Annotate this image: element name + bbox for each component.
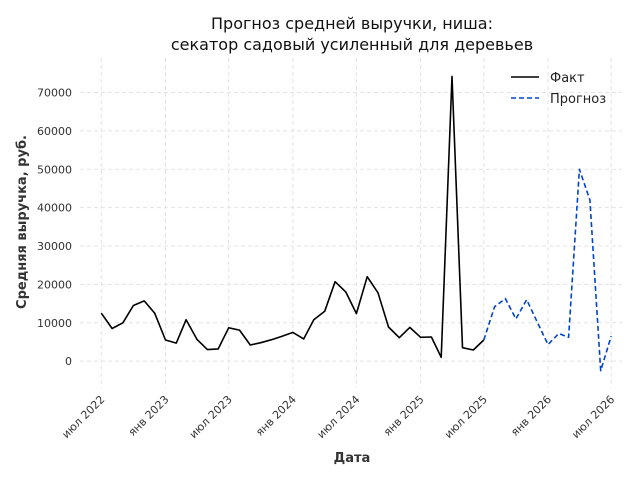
y-tick-label: 50000 (37, 163, 72, 176)
y-tick-label: 0 (65, 355, 72, 368)
legend: Факт Прогноз (511, 71, 606, 107)
chart-title-line-2: секатор садовый усиленный для деревьев (171, 35, 533, 54)
y-tick-label: 40000 (37, 202, 72, 215)
series-lines (100, 75, 612, 372)
x-tick-label: янв 2025 (381, 393, 427, 439)
chart-title-line-1: Прогноз средней выручки, ниша: (211, 14, 493, 33)
x-tick-label: июл 2024 (314, 393, 362, 441)
series-line-forecast (483, 168, 612, 372)
y-tick-label: 60000 (37, 125, 72, 138)
y-tick-label: 10000 (37, 317, 72, 330)
y-axis-ticks: 0 10000 20000 30000 40000 50000 60000 70000 (37, 87, 72, 369)
legend-label-fact: Факт (550, 71, 585, 86)
y-tick-label: 20000 (37, 278, 72, 291)
legend-label-forecast: Прогноз (550, 92, 606, 107)
x-axis-label: Дата (334, 451, 371, 466)
y-tick-label: 70000 (37, 87, 72, 100)
x-tick-label: янв 2024 (253, 393, 299, 439)
x-axis-ticks: июл 2022 янв 2023 июл 2023 янв 2024 июл 2024… (59, 393, 617, 441)
x-tick-label: июл 2023 (187, 393, 235, 441)
grid (80, 58, 622, 388)
y-axis-label: Средняя выручка, руб. (15, 135, 30, 309)
x-tick-label: янв 2023 (126, 393, 172, 439)
x-tick-label: июл 2022 (59, 393, 107, 441)
series-line-fact (100, 75, 485, 359)
x-tick-label: янв 2026 (508, 393, 554, 439)
y-tick-label: 30000 (37, 240, 72, 253)
x-tick-label: июл 2025 (442, 393, 490, 441)
x-tick-label: июл 2026 (569, 393, 617, 441)
